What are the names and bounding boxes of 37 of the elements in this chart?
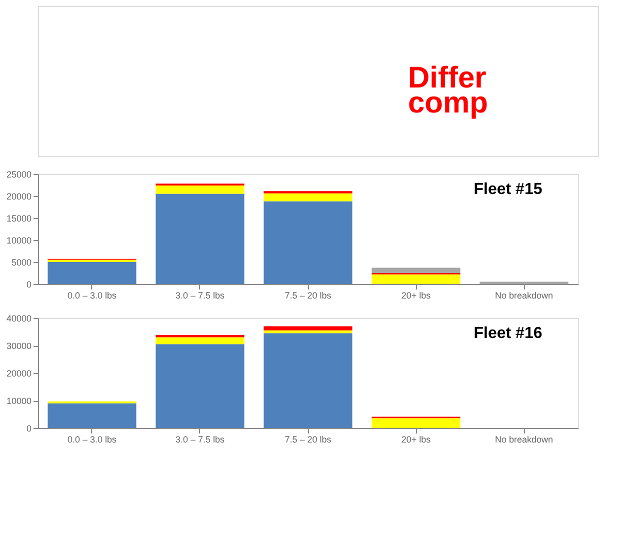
bar xyxy=(372,274,460,284)
bar xyxy=(372,418,460,428)
y-tick-label: 40000 xyxy=(6,314,32,324)
x-tick-label: 20+ lbs xyxy=(401,290,432,300)
bar xyxy=(264,333,352,428)
x-tick-label: No breakdown xyxy=(494,434,554,444)
chart-title: Fleet #15 xyxy=(474,181,542,198)
bar xyxy=(156,337,244,344)
bar xyxy=(48,262,136,284)
y-tick-label: 10000 xyxy=(6,236,32,246)
x-tick-label: 7.5 – 20 lbs xyxy=(284,290,332,300)
y-tick-label: 5000 xyxy=(11,258,32,268)
y-tick-label: 20000 xyxy=(6,192,32,202)
bar xyxy=(156,344,244,428)
bar xyxy=(48,403,136,428)
bar xyxy=(372,268,460,273)
x-tick-label: 0.0 – 3.0 lbs xyxy=(67,290,118,300)
y-tick-label: 30000 xyxy=(6,341,32,351)
bar xyxy=(264,193,352,202)
bar xyxy=(264,330,352,334)
y-tick-label: 0 xyxy=(26,424,32,434)
x-tick-label: 20+ lbs xyxy=(401,434,432,444)
bar xyxy=(156,185,244,194)
x-tick-label: 3.0 – 7.5 lbs xyxy=(175,290,226,300)
y-tick-label: 10000 xyxy=(6,396,32,406)
y-tick-label: 15000 xyxy=(6,214,32,224)
chart-title: Fleet #16 xyxy=(474,325,542,342)
y-tick-label: 0 xyxy=(26,280,32,290)
y-tick-label: 25000 xyxy=(6,170,32,180)
x-tick-label: 0.0 – 3.0 lbs xyxy=(67,434,118,444)
x-tick-label: 7.5 – 20 lbs xyxy=(284,434,332,444)
y-tick-label: 20000 xyxy=(6,368,32,378)
x-tick-label: No breakdown xyxy=(494,290,554,300)
bar xyxy=(264,201,352,284)
bar xyxy=(264,326,352,330)
x-tick-label: 3.0 – 7.5 lbs xyxy=(175,434,226,444)
bar xyxy=(156,194,244,284)
